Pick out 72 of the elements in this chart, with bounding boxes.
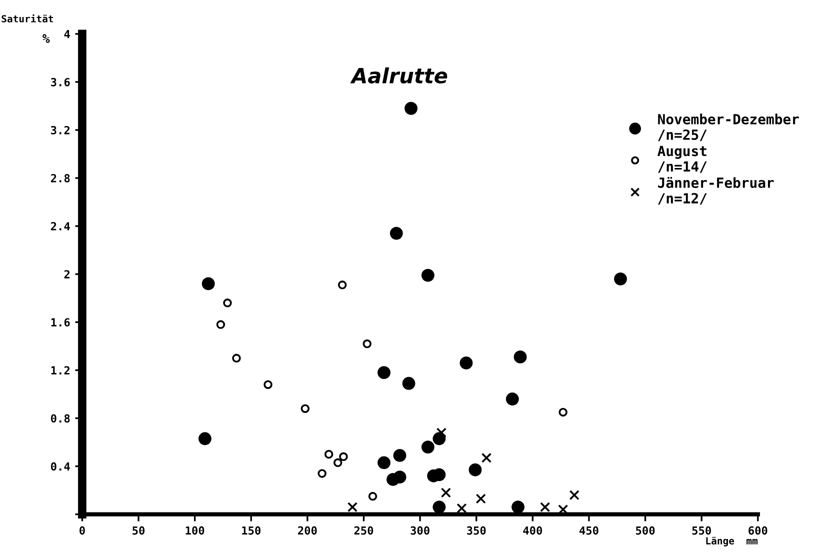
point [202, 277, 215, 290]
y-tick-label: 0.8 [50, 414, 70, 423]
point [421, 268, 434, 282]
point [512, 500, 524, 514]
point [514, 350, 527, 364]
point [362, 339, 372, 348]
point [368, 492, 378, 501]
legend-label: November-Dezember [658, 114, 799, 124]
x-tick-label: 400 [523, 526, 542, 535]
x-tick-label: 100 [186, 526, 204, 535]
point [339, 452, 348, 462]
point [264, 380, 272, 389]
point [456, 503, 467, 514]
point [300, 404, 310, 413]
point [614, 272, 627, 286]
point [468, 463, 482, 476]
x-tick-label: 350 [466, 526, 486, 535]
legend-label: August [658, 146, 706, 159]
x-tick-label: 150 [242, 526, 260, 535]
x-tick-label: 550 [692, 526, 711, 535]
annotation: /n=25/ [658, 129, 707, 142]
y-tick-label: 1.2 [51, 366, 70, 374]
point [421, 440, 434, 454]
y-axis-title: Saturität [2, 14, 54, 22]
point [386, 473, 400, 486]
x-tick-label: 600 [748, 526, 768, 535]
point [318, 469, 326, 478]
x-tick-label: 300 [410, 526, 430, 535]
x-tick-label: 200 [298, 526, 317, 535]
legend-label: Jänner-Februar [658, 177, 774, 188]
point [506, 392, 519, 406]
x-tick-label: 0 [80, 526, 85, 535]
point [223, 298, 232, 308]
y-tick-label: 3.6 [51, 78, 70, 86]
point [232, 354, 241, 363]
point [378, 456, 390, 470]
point [404, 102, 418, 115]
point [347, 502, 358, 512]
y-tick-label: 4 [64, 30, 70, 38]
annotation: /n=14/ [658, 161, 707, 173]
annotation: /n=12/ [658, 193, 707, 205]
y-tick-label: 2.4 [50, 222, 70, 230]
point [436, 428, 447, 438]
point [432, 500, 446, 514]
y-tick-label: 1.6 [51, 318, 70, 327]
point [558, 408, 568, 417]
point [540, 502, 550, 512]
point [378, 366, 390, 380]
y-tick-label: 2 [64, 270, 70, 278]
y-tick-label: 0.4 [50, 462, 70, 471]
point [460, 356, 473, 370]
point [198, 432, 212, 446]
y-tick-label: 3.2 [51, 126, 70, 134]
point [481, 452, 492, 463]
point [324, 450, 334, 459]
text: Aalrutte [350, 67, 448, 84]
point [338, 280, 347, 290]
point [440, 488, 452, 498]
x-tick-label: 450 [579, 526, 598, 535]
y-tick-label: 2.8 [50, 174, 70, 182]
point [216, 320, 226, 329]
x-tick-label: 250 [354, 526, 374, 535]
point [333, 458, 342, 468]
x-tick-label: 50 [132, 526, 145, 535]
point [393, 448, 406, 462]
x-axis-title: Länge mm [706, 536, 758, 546]
x-tick-label: 500 [636, 526, 655, 535]
text: % [42, 34, 50, 43]
point [390, 226, 403, 240]
point [476, 494, 486, 504]
point [569, 490, 580, 500]
point [402, 376, 416, 390]
